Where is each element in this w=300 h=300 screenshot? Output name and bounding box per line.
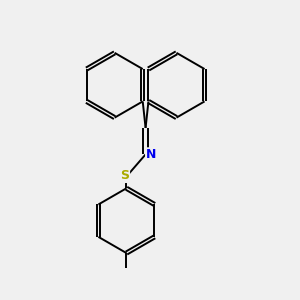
Text: N: N xyxy=(146,148,156,161)
Text: S: S xyxy=(121,169,130,182)
